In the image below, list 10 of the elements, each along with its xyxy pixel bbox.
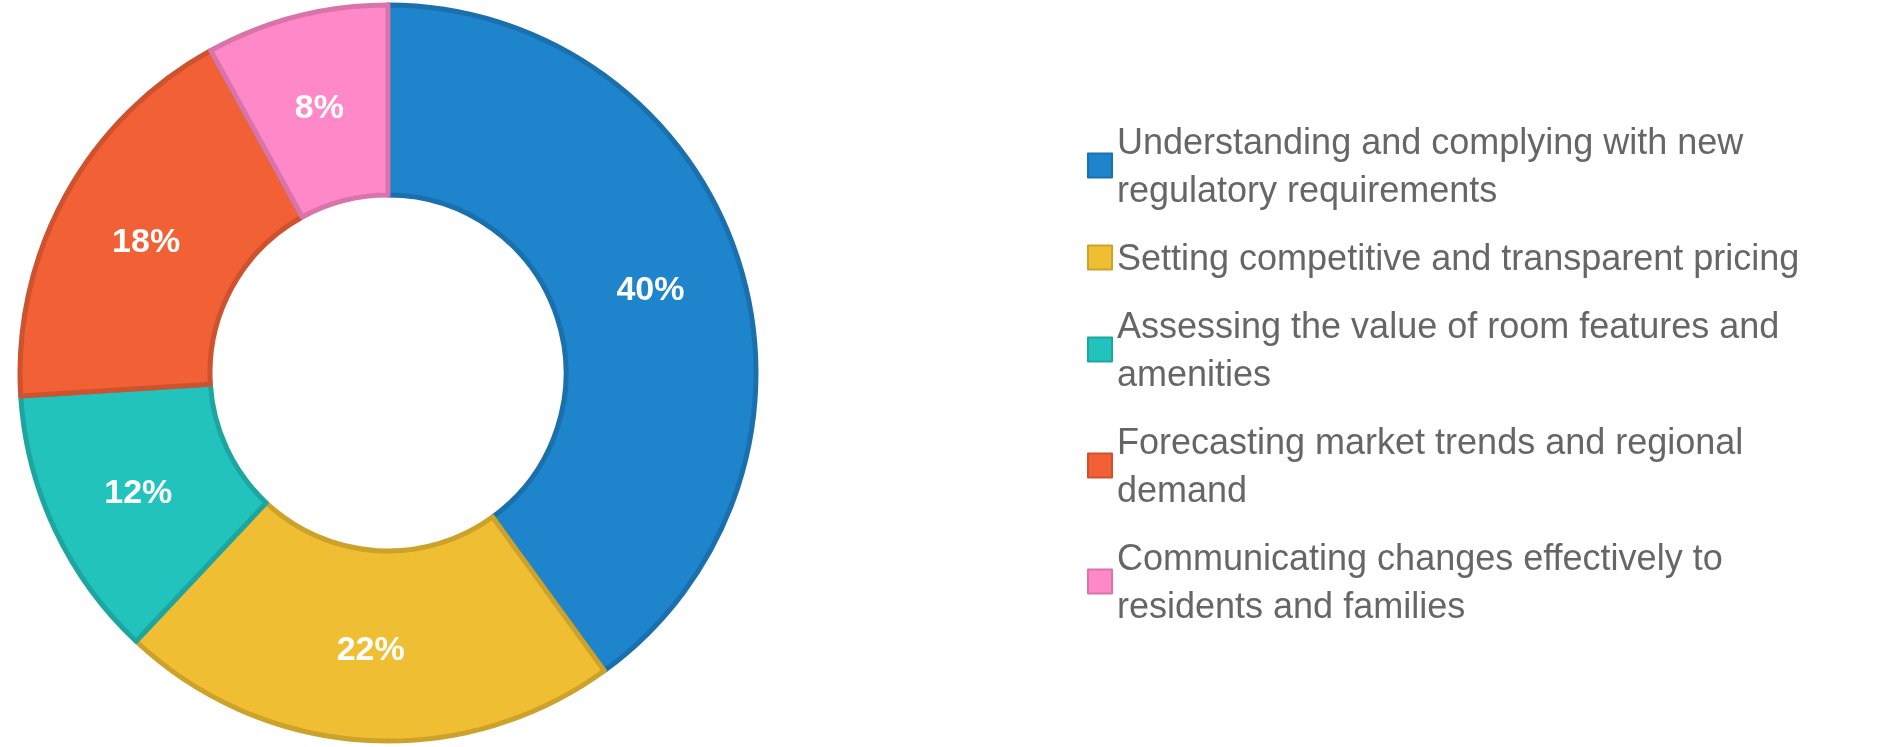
legend-label: Assessing the value of room features and amenities (1117, 305, 1790, 394)
legend-label: Communicating changes effectively to residents and families (1117, 537, 1733, 626)
data-label: 8% (294, 86, 344, 125)
data-label: 22% (336, 629, 405, 668)
data-label: 40% (616, 268, 685, 307)
data-label: 18% (112, 221, 181, 260)
legend-label: Forecasting market trends and regional demand (1117, 421, 1754, 510)
data-label: 12% (104, 471, 173, 510)
legend-label: Setting competitive and transparent pricing (1117, 237, 1800, 278)
legend-label: Understanding and complying with new regulatory requirements (1117, 121, 1754, 210)
